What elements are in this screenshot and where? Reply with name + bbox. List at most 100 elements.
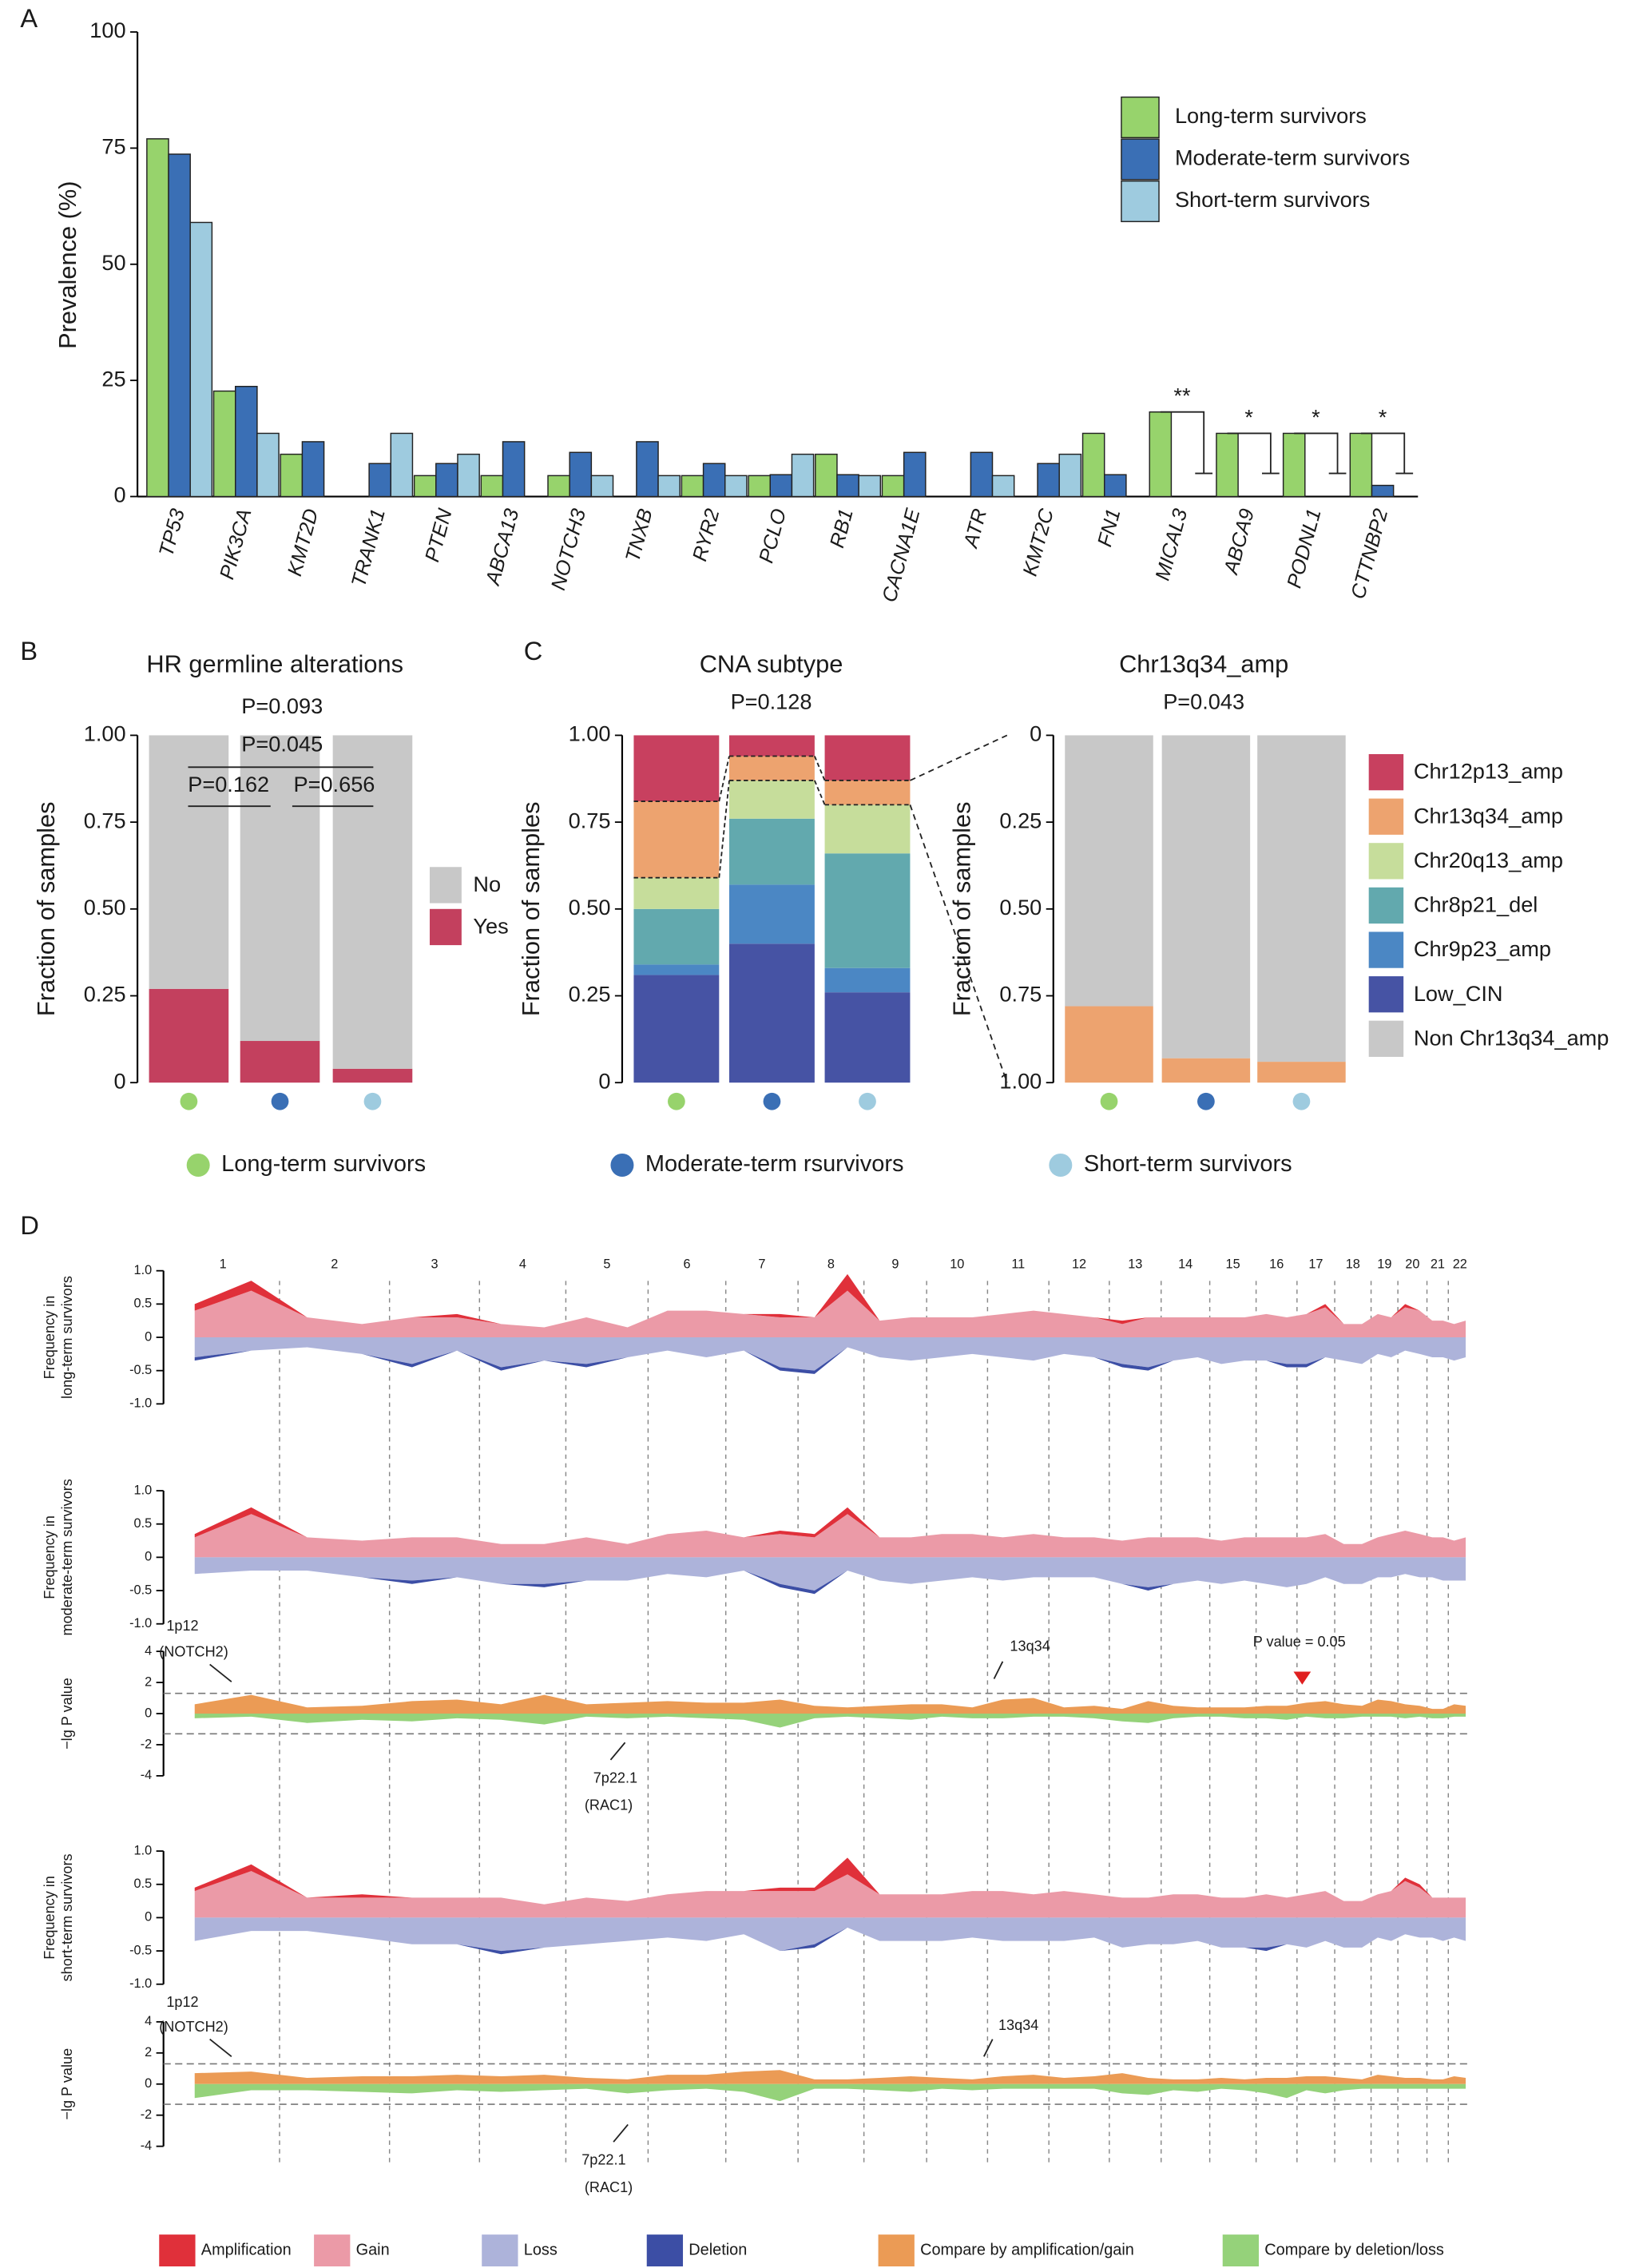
x-tick-label: MICAL3 [1152,506,1193,583]
bar-segment [633,801,720,878]
y-tick-label: 0.75 [569,808,611,832]
y-tick-label: -1.0 [129,1616,152,1630]
legend-swatch [1368,931,1404,968]
legend-label: Chr8p21_del [1414,892,1538,917]
annotation: (NOTCH2) [159,1644,228,1660]
bar [435,463,458,498]
legend-label: Loss [524,2241,558,2258]
chromosome-label: 7 [758,1257,765,1272]
bar [1149,411,1173,498]
y-tick-label: 25 [101,366,125,391]
significance-label: ** [1173,383,1191,408]
p-value: P=0.045 [241,731,323,756]
bar [590,475,614,498]
bar [547,475,570,498]
legend-swatch [646,2234,684,2267]
bar-segment [728,780,815,819]
legend-swatch [1121,138,1160,181]
legend-dot [186,1153,210,1177]
bar-segment [728,943,815,1083]
p-value: P=0.093 [241,693,323,718]
significance-label: * [1379,405,1387,430]
group-dot [763,1092,781,1110]
significance-bracket [1294,432,1347,475]
y-tick-label: -0.5 [129,1943,152,1957]
amplification-area [194,1273,1466,1328]
chromosome-label: 18 [1346,1257,1360,1272]
segment-connector [814,756,826,781]
y-axis-label: short-term survivors [59,1853,75,1981]
x-tick-label: ABCA13 [482,506,524,589]
amplification-gain-area [194,2070,1466,2084]
segment-connector [814,780,826,805]
amplification-area [194,1507,1466,1544]
group-dot [1100,1092,1118,1110]
bar [168,153,191,498]
bar [301,441,325,498]
significance-bracket [1227,432,1280,475]
x-tick-label: PODNL1 [1283,506,1325,590]
group-dot [668,1092,685,1110]
y-tick-label: -1.0 [129,1976,152,1991]
bar-segment [633,975,720,1083]
gain-area [194,1290,1466,1338]
p-value: P=0.162 [188,772,269,796]
bar [636,441,659,498]
x-tick-label: CTTNBP2 [1347,506,1392,602]
legend-swatch [314,2234,351,2267]
annotation: 1p12 [166,1994,198,2010]
bar [1282,432,1306,498]
bar-segment [332,1068,413,1083]
bar [1103,474,1127,498]
bar [146,138,169,498]
chromosome-label: 8 [827,1257,835,1272]
bar-segment [728,756,815,780]
threshold-marker [1293,1671,1312,1685]
legend-swatch [1368,887,1404,924]
panel-label: A [20,3,38,33]
y-tick-label: 75 [101,134,125,159]
y-axis-label: long-term survivors [59,1276,75,1399]
legend-label: Amplification [201,2241,292,2258]
y-tick-label: 0 [145,1550,152,1564]
chart-title: HR germline alterations [146,650,403,678]
panel-label: D [20,1210,39,1240]
bar [502,441,526,498]
bar [881,475,905,498]
annotation: (RAC1) [585,1797,633,1813]
bar [1371,484,1395,498]
y-tick-label: 0 [145,2076,152,2091]
legend-label: Short-term survivors [1175,187,1370,212]
zoom-connector [909,804,1008,1083]
x-tick-label: ATR [959,506,991,551]
chromosome-label: 20 [1405,1257,1419,1272]
legend-swatch [878,2234,915,2267]
x-tick-label: PIK3CA [216,506,256,582]
legend-swatch [1368,843,1404,880]
significance-bracket [1360,432,1414,475]
chromosome-label: 17 [1308,1257,1323,1272]
y-axis-label: Prevalence (%) [54,181,81,348]
y-tick-label: -4 [141,1768,153,1782]
segment-connector [718,780,730,878]
chart-title: CNA subtype [700,650,843,678]
bar [256,432,280,498]
legend-label: Short-term survivors [1084,1151,1292,1177]
legend-swatch [1368,798,1404,835]
chart-title: Chr13q34_amp [1119,650,1288,678]
y-axis-label: Fraction of samples [948,802,976,1017]
annotation: 7p22.1 [593,1770,637,1785]
y-tick-label: 1.0 [134,1483,153,1497]
bar-segment [1257,735,1346,1063]
y-tick-label: -4 [141,2139,153,2153]
x-tick-label: PTEN [421,506,457,564]
chromosome-label: 9 [891,1257,899,1272]
gain-area [194,1871,1466,1918]
legend-swatch [482,2234,518,2267]
bar-segment [1161,1058,1251,1083]
panel-label: C [524,636,543,665]
chromosome-label: 13 [1128,1257,1142,1272]
bar [1081,432,1105,498]
bar-segment [1065,735,1153,1007]
